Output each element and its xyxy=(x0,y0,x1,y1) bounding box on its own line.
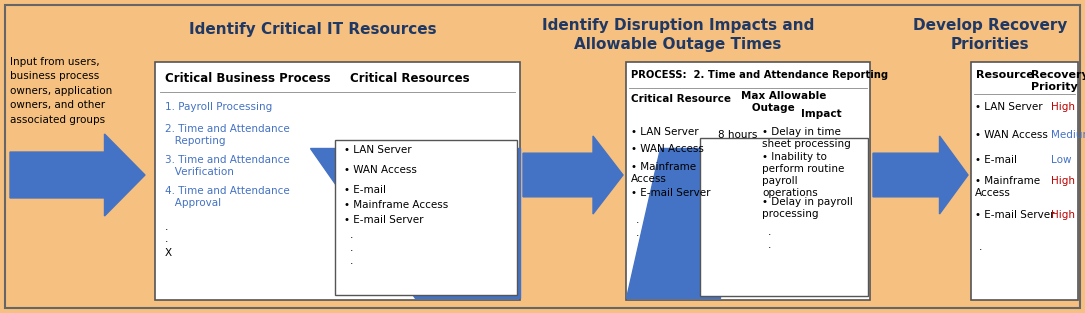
Text: PROCESS:  2. Time and Attendance Reporting: PROCESS: 2. Time and Attendance Reportin… xyxy=(631,70,889,80)
Text: • E-mail Server: • E-mail Server xyxy=(631,188,711,198)
Text: Impact: Impact xyxy=(801,109,842,119)
Text: • Mainframe
Access: • Mainframe Access xyxy=(975,176,1041,198)
Polygon shape xyxy=(873,136,968,214)
Text: 1. Payroll Processing: 1. Payroll Processing xyxy=(165,102,272,112)
Polygon shape xyxy=(310,148,520,298)
Text: Critical Resources: Critical Resources xyxy=(350,72,470,85)
Text: .: . xyxy=(350,230,354,240)
Bar xyxy=(626,62,870,300)
Text: 4. Time and Attendance
   Approval: 4. Time and Attendance Approval xyxy=(165,186,290,208)
Text: .: . xyxy=(768,227,771,237)
Text: Critical Resource: Critical Resource xyxy=(631,94,731,104)
Text: Low: Low xyxy=(1051,155,1072,165)
Text: • LAN Server: • LAN Server xyxy=(975,102,1043,112)
Bar xyxy=(335,140,516,295)
Text: • E-mail Server: • E-mail Server xyxy=(975,210,1055,220)
Text: • LAN Server: • LAN Server xyxy=(344,145,411,155)
Text: • WAN Access: • WAN Access xyxy=(631,144,704,154)
Text: Max Allowable
   Outage: Max Allowable Outage xyxy=(741,91,827,113)
Text: .: . xyxy=(636,228,639,238)
Text: .: . xyxy=(350,243,354,253)
Text: Resource: Resource xyxy=(976,70,1034,80)
Text: • WAN Access: • WAN Access xyxy=(344,165,417,175)
Text: Input from users,
business process
owners, application
owners, and other
associa: Input from users, business process owner… xyxy=(10,57,112,125)
Text: .: . xyxy=(979,242,982,252)
Text: Develop Recovery
Priorities: Develop Recovery Priorities xyxy=(912,18,1068,52)
Text: High: High xyxy=(1051,176,1075,186)
Text: .: . xyxy=(165,222,168,232)
Text: .: . xyxy=(350,256,354,266)
Polygon shape xyxy=(626,148,720,298)
Text: Recovery
Priority: Recovery Priority xyxy=(1031,70,1085,92)
Text: 2. Time and Attendance
   Reporting: 2. Time and Attendance Reporting xyxy=(165,124,290,146)
Text: • Mainframe Access: • Mainframe Access xyxy=(344,200,448,210)
Text: • E-mail Server: • E-mail Server xyxy=(344,215,423,225)
Text: .: . xyxy=(768,240,771,250)
Text: X: X xyxy=(165,248,173,258)
Text: • Delay in time
sheet processing: • Delay in time sheet processing xyxy=(762,127,851,149)
Bar xyxy=(155,62,520,300)
Text: • E-mail: • E-mail xyxy=(975,155,1017,165)
Text: Medium: Medium xyxy=(1051,130,1085,140)
Polygon shape xyxy=(10,134,145,216)
Text: • Mainframe
Access: • Mainframe Access xyxy=(631,162,697,184)
Text: • WAN Access: • WAN Access xyxy=(975,130,1048,140)
Text: • LAN Server: • LAN Server xyxy=(631,127,699,137)
Text: 3. Time and Attendance
   Verification: 3. Time and Attendance Verification xyxy=(165,155,290,177)
Text: • E-mail: • E-mail xyxy=(344,185,386,195)
Text: 8 hours: 8 hours xyxy=(718,130,757,140)
Text: High: High xyxy=(1051,102,1075,112)
Bar xyxy=(971,62,1078,300)
Text: .: . xyxy=(636,215,639,225)
Text: Identify Disruption Impacts and
Allowable Outage Times: Identify Disruption Impacts and Allowabl… xyxy=(541,18,814,52)
Text: Critical Business Process: Critical Business Process xyxy=(165,72,331,85)
Text: Identify Critical IT Resources: Identify Critical IT Resources xyxy=(189,22,437,37)
Text: .: . xyxy=(165,234,168,244)
Text: • Inability to
perform routine
payroll
operations: • Inability to perform routine payroll o… xyxy=(762,152,844,198)
Polygon shape xyxy=(523,136,623,214)
Text: High: High xyxy=(1051,210,1075,220)
Text: • Delay in payroll
processing: • Delay in payroll processing xyxy=(762,197,853,219)
Bar xyxy=(700,138,868,296)
